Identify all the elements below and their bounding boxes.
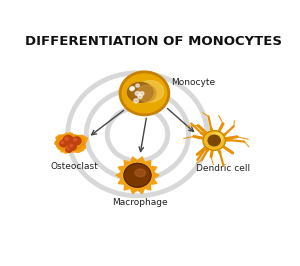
Circle shape <box>61 142 64 144</box>
Circle shape <box>124 163 151 187</box>
Circle shape <box>72 137 81 145</box>
Circle shape <box>130 87 134 91</box>
Circle shape <box>123 163 152 188</box>
Circle shape <box>70 144 73 147</box>
Circle shape <box>66 147 72 152</box>
Circle shape <box>68 143 76 150</box>
Polygon shape <box>55 133 87 153</box>
Circle shape <box>135 92 140 95</box>
Circle shape <box>140 92 144 95</box>
Text: Monocyte: Monocyte <box>171 78 215 87</box>
Ellipse shape <box>137 81 164 102</box>
Circle shape <box>137 85 156 102</box>
Circle shape <box>136 84 140 87</box>
Text: DIFFERENTIATION OF MONOCYTES: DIFFERENTIATION OF MONOCYTES <box>25 35 282 48</box>
Circle shape <box>74 138 77 141</box>
Circle shape <box>132 87 134 89</box>
Circle shape <box>211 133 222 143</box>
Text: Osteoclast: Osteoclast <box>51 162 99 171</box>
Circle shape <box>203 131 225 150</box>
Circle shape <box>63 136 73 145</box>
Text: Macrophage: Macrophage <box>112 198 168 207</box>
Circle shape <box>65 137 68 140</box>
Circle shape <box>120 72 169 115</box>
Circle shape <box>138 95 142 99</box>
Text: Dendric cell: Dendric cell <box>196 164 250 173</box>
Polygon shape <box>56 134 84 151</box>
Ellipse shape <box>135 169 146 177</box>
Circle shape <box>130 87 134 90</box>
Polygon shape <box>116 157 159 194</box>
Circle shape <box>60 140 67 147</box>
Circle shape <box>134 99 139 103</box>
Ellipse shape <box>128 82 153 102</box>
Circle shape <box>208 135 220 146</box>
Circle shape <box>67 148 69 150</box>
